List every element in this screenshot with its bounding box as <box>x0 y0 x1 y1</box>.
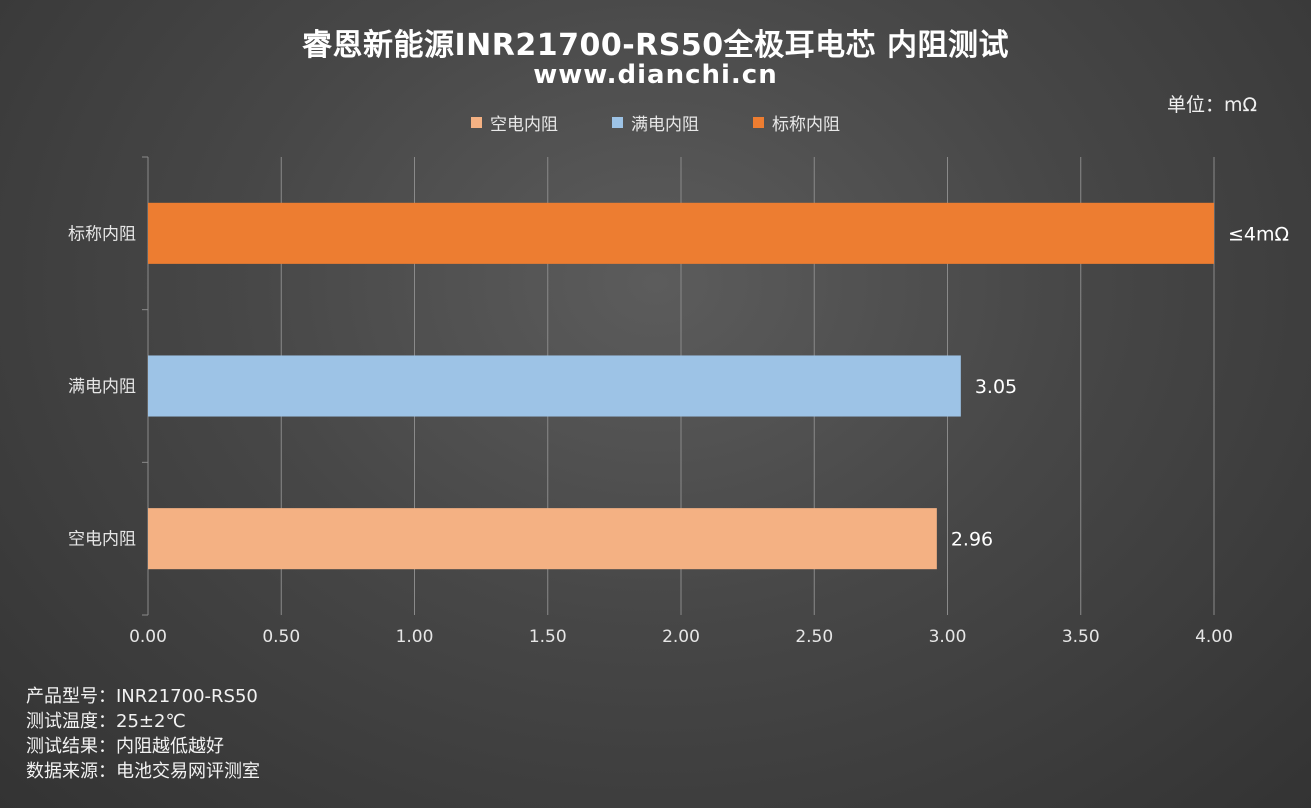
y-category-label-0: 标称内阻 <box>68 224 136 244</box>
note-result-value: 内阻越低越好 <box>116 736 224 757</box>
legend: 空电内阻 满电内阻 标称内阻 <box>0 110 1311 135</box>
legend-swatch-empty <box>471 117 482 128</box>
bar-2 <box>148 508 937 570</box>
bar-1 <box>148 355 961 417</box>
note-model-label: 产品型号： <box>26 686 116 707</box>
legend-label-nominal: 标称内阻 <box>772 115 840 135</box>
x-tick-label-6: 3.00 <box>929 627 967 647</box>
x-tick-label-0: 0.00 <box>129 627 167 647</box>
unit-label: 单位：mΩ <box>1166 94 1257 116</box>
legend-swatch-nominal <box>753 117 764 128</box>
legend-label-empty: 空电内阻 <box>490 115 558 135</box>
x-tick-label-1: 0.50 <box>262 627 300 647</box>
bar-chart: 0.00 0.50 1.00 1.50 2.00 2.50 3.00 3.50 4.00 标称内阻… <box>68 156 1289 647</box>
chart-title: 睿恩新能源INR21700-RS50全极耳电芯 内阻测试 <box>301 28 1010 63</box>
x-tick-label-2: 1.00 <box>396 627 434 647</box>
note-result: 测试结果： 内阻越低越好 <box>26 734 260 759</box>
legend-item-nominal: 标称内阻 <box>753 110 840 135</box>
legend-label-full: 满电内阻 <box>631 115 699 135</box>
note-temperature-value: 25±2℃ <box>116 711 186 732</box>
footnotes: 产品型号： INR21700-RS50 测试温度： 25±2℃ 测试结果： 内阻越低越… <box>26 684 260 784</box>
data-label-2: 2.96 <box>951 529 993 551</box>
y-category-label-1: 满电内阻 <box>68 377 136 397</box>
note-result-label: 测试结果： <box>26 736 116 757</box>
legend-item-full: 满电内阻 <box>612 110 699 135</box>
legend-item-empty: 空电内阻 <box>471 110 558 135</box>
note-temperature-label: 测试温度： <box>26 711 116 732</box>
legend-swatch-full <box>612 117 623 128</box>
note-temperature: 测试温度： 25±2℃ <box>26 709 260 734</box>
x-tick-label-5: 2.50 <box>795 627 833 647</box>
x-tick-label-7: 3.50 <box>1062 627 1100 647</box>
data-label-0: ≤4mΩ <box>1228 223 1289 245</box>
note-source-label: 数据来源： <box>26 761 116 782</box>
note-source-value: 电池交易网评测室 <box>116 761 260 782</box>
x-tick-label-8: 4.00 <box>1195 627 1233 647</box>
x-tick-label-3: 1.50 <box>529 627 567 647</box>
note-model: 产品型号： INR21700-RS50 <box>26 684 260 709</box>
y-category-label-2: 空电内阻 <box>68 530 136 550</box>
note-source: 数据来源： 电池交易网评测室 <box>26 759 260 784</box>
chart-subtitle: www.dianchi.cn <box>533 60 778 90</box>
x-tick-label-4: 2.00 <box>662 627 700 647</box>
note-model-value: INR21700-RS50 <box>116 686 258 707</box>
data-label-1: 3.05 <box>975 376 1017 398</box>
bar-0 <box>148 202 1214 264</box>
